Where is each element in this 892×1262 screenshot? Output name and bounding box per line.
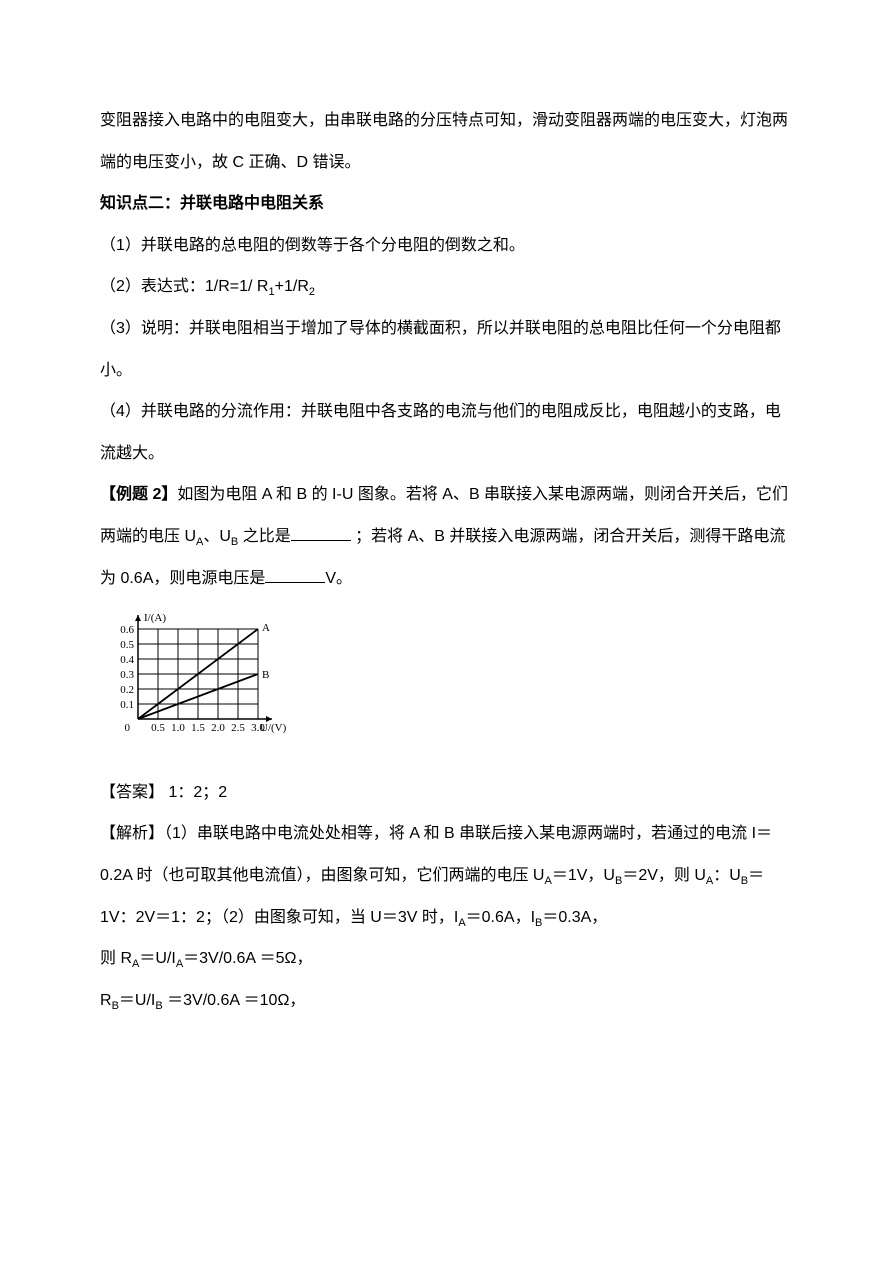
svg-text:0.5: 0.5 (151, 722, 165, 734)
document-page: 变阻器接入电路中的电阻变大，由串联电路的分压特点可知，滑动变阻器两端的电压变大，… (0, 0, 892, 1262)
svg-text:0.4: 0.4 (120, 654, 134, 666)
example-text-2: 之比是 (238, 528, 290, 545)
answer-text: 1：2；2 (164, 784, 227, 801)
example-2: 【例题 2】如图为电阻 A 和 B 的 I-U 图象。若将 A、B 串联接入某电… (100, 474, 792, 599)
svg-text:B: B (262, 669, 269, 681)
sol3a: R (100, 992, 112, 1009)
answer-label: 【答案】 (100, 784, 164, 801)
solution-1g: ＝0.3A， (542, 909, 607, 926)
svg-text:0.2: 0.2 (120, 684, 134, 696)
solution-part-1: 【解析】（1）串联电路中电流处处相等，将 A 和 B 串联后接入某电源两端时，若… (100, 813, 792, 938)
sub-a3: A (458, 917, 465, 929)
paragraph-rule-reciprocal: （1）并联电路的总电阻的倒数等于各个分电阻的倒数之和。 (100, 225, 792, 267)
solution-1c: ＝2V，则 U (622, 867, 706, 884)
svg-text:U/(V): U/(V) (260, 722, 287, 734)
solution-1d: ：U (713, 867, 741, 884)
blank-voltage (265, 566, 325, 583)
example-text-4: V。 (325, 570, 352, 587)
sol2a: 则 R (100, 950, 132, 967)
svg-text:I/(A): I/(A) (144, 612, 166, 624)
svg-text:1.5: 1.5 (191, 722, 205, 734)
svg-text:0.6: 0.6 (120, 624, 134, 636)
sub-rb: B (112, 1000, 119, 1012)
sol3b: ＝U/I (119, 992, 155, 1009)
sub-a1: A (544, 875, 551, 887)
blank-ratio (291, 524, 351, 541)
subscript-2: 2 (309, 287, 315, 299)
example-sep: 、U (203, 528, 231, 545)
svg-text:2.0: 2.0 (211, 722, 225, 734)
sub-ib: B (155, 1000, 162, 1012)
svg-text:0.1: 0.1 (120, 699, 134, 711)
solution-label: 【解析】 (100, 825, 164, 842)
svg-text:1.0: 1.0 (171, 722, 185, 734)
sol2b: ＝U/I (139, 950, 175, 967)
iu-chart-svg: 0.10.20.30.40.50.60.51.01.52.02.53.00I/(… (100, 609, 290, 749)
paragraph-explanation: （3）说明：并联电阻相当于增加了导体的横截面积，所以并联电阻的总电阻比任何一个分… (100, 308, 792, 391)
svg-text:0.3: 0.3 (120, 669, 134, 681)
svg-text:A: A (262, 622, 270, 634)
formula-mid: +1/R (275, 278, 309, 295)
sol3c: ＝3V/0.6A ＝10Ω， (163, 992, 306, 1009)
example-label: 【例题 2】 (100, 486, 177, 503)
svg-text:0.5: 0.5 (120, 639, 134, 651)
solution-1b: ＝1V，U (552, 867, 615, 884)
heading-knowledge-point-2: 知识点二：并联电路中电阻关系 (100, 183, 792, 225)
svg-text:0: 0 (125, 722, 131, 734)
formula-prefix: （2）表达式：1/R=1/ R (100, 278, 269, 295)
paragraph-prev-conclusion: 变阻器接入电路中的电阻变大，由串联电路的分压特点可知，滑动变阻器两端的电压变大，… (100, 100, 792, 183)
iu-chart: 0.10.20.30.40.50.60.51.01.52.02.53.00I/(… (100, 609, 792, 766)
solution-rb: RB＝U/IB ＝3V/0.6A ＝10Ω， (100, 980, 792, 1022)
svg-text:2.5: 2.5 (231, 722, 245, 734)
solution-1f: ＝0.6A，I (466, 909, 535, 926)
paragraph-shunt-effect: （4）并联电路的分流作用：并联电阻中各支路的电流与他们的电阻成反比，电阻越小的支… (100, 391, 792, 474)
answer-line: 【答案】 1：2；2 (100, 772, 792, 814)
solution-ra: 则 RA＝U/IA＝3V/0.6A ＝5Ω， (100, 938, 792, 980)
sol2c: ＝3V/0.6A ＝5Ω， (183, 950, 312, 967)
paragraph-formula: （2）表达式：1/R=1/ R1+1/R2 (100, 266, 792, 308)
